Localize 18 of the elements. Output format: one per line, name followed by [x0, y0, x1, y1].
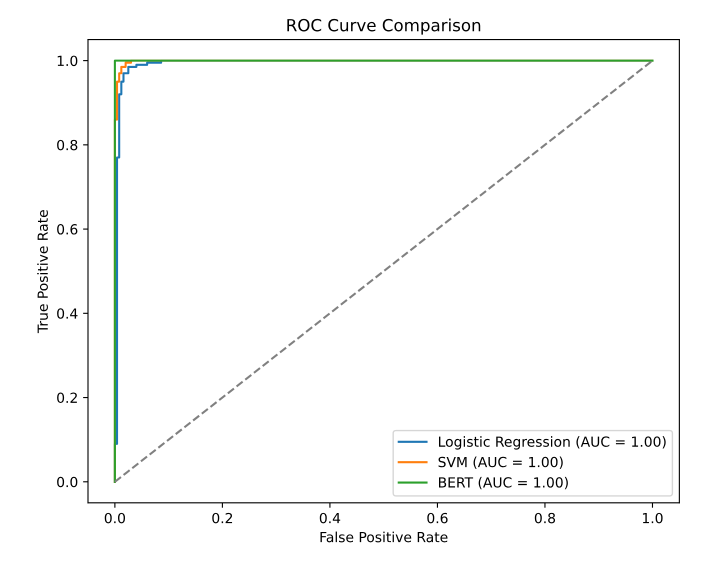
x-tick-label: 0.2: [212, 512, 232, 524]
y-tick-label: 0.6: [57, 224, 78, 235]
y-tick-label: 0.2: [57, 392, 77, 404]
y-axis-title: True Positive Rate: [37, 210, 48, 334]
y-tick-label: 1.0: [58, 56, 78, 66]
x-tick-label: 0.6: [427, 512, 448, 524]
legend-label: BERT (AUC = 1.00): [438, 476, 568, 490]
x-tick-label: 0.0: [104, 512, 125, 524]
x-axis-title: False Positive Rate: [320, 532, 448, 542]
chart-title: ROC Curve Comparison: [287, 18, 480, 35]
y-tick-label: 0.0: [57, 476, 78, 488]
x-tick-label: 0.8: [534, 512, 556, 524]
y-tick-label: 0.4: [57, 308, 78, 319]
legend-label: SVM (AUC = 1.00): [438, 456, 563, 469]
x-tick-label: 1.0: [642, 512, 663, 524]
x-tick-label: 0.4: [320, 512, 340, 524]
y-tick-label: 0.8: [57, 140, 78, 150]
legend-label: Logistic Regression (AUC = 1.00): [438, 436, 666, 450]
